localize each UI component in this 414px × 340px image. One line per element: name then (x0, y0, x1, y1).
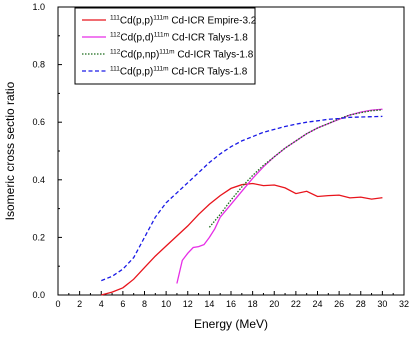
legend-label-1: 111Cd(p,p)111m Cd-ICR Empire-3.2 (110, 15, 257, 27)
x-tick-label: 18 (248, 299, 258, 309)
x-tick-label: 22 (291, 299, 301, 309)
x-tick-label: 0 (55, 299, 60, 309)
x-tick-label: 30 (377, 299, 387, 309)
x-axis-title: Energy (MeV) (194, 317, 268, 331)
x-tick-label: 28 (356, 299, 366, 309)
x-tick-label: 16 (226, 299, 236, 309)
legend: 111Cd(p,p)111m Cd-ICR Empire-3.2 112Cd(p,… (74, 7, 257, 85)
x-tick-label: 6 (120, 299, 125, 309)
y-tick-label: 0.4 (32, 175, 45, 185)
y-tick-label: 0.0 (32, 290, 45, 300)
x-tick-label: 32 (399, 299, 409, 309)
x-tick-label: 10 (161, 299, 171, 309)
y-tick-label: 0.2 (32, 232, 45, 242)
series-line-2 (176, 108, 383, 284)
y-tick-label: 0.8 (32, 60, 45, 70)
legend-label-2: 112Cd(p,d)111m Cd-ICR Talys-1.8 (110, 32, 248, 44)
x-axis-ticks: 0 2 4 6 8 10 12 14 16 18 20 22 24 26 28 30 32 (55, 291, 409, 309)
x-tick-label: 14 (204, 299, 214, 309)
series-line-3 (208, 109, 383, 228)
y-tick-label: 1.0 (32, 2, 45, 12)
y-axis-ticks: 0.0 0.2 0.4 0.6 0.8 1.0 (32, 2, 62, 300)
x-tick-label: 12 (183, 299, 193, 309)
x-tick-label: 24 (312, 299, 322, 309)
x-tick-label: 26 (334, 299, 344, 309)
x-tick-label: 8 (142, 299, 147, 309)
series-line-1 (101, 182, 383, 296)
x-tick-label: 2 (77, 299, 82, 309)
series-layer (101, 108, 383, 296)
x-tick-label: 20 (269, 299, 279, 309)
y-axis-title: Isomeric cross sectio ratio (3, 81, 17, 220)
x-tick-label: 4 (99, 299, 104, 309)
series-line-4 (101, 115, 383, 282)
legend-label-4: 111Cd(p,p)111m Cd-ICR Talys-1.8 (110, 66, 248, 78)
legend-label-3: 112Cd(p,np)111m Cd-ICR Talys-1.8 (110, 49, 254, 61)
y-tick-label: 0.6 (32, 117, 45, 127)
